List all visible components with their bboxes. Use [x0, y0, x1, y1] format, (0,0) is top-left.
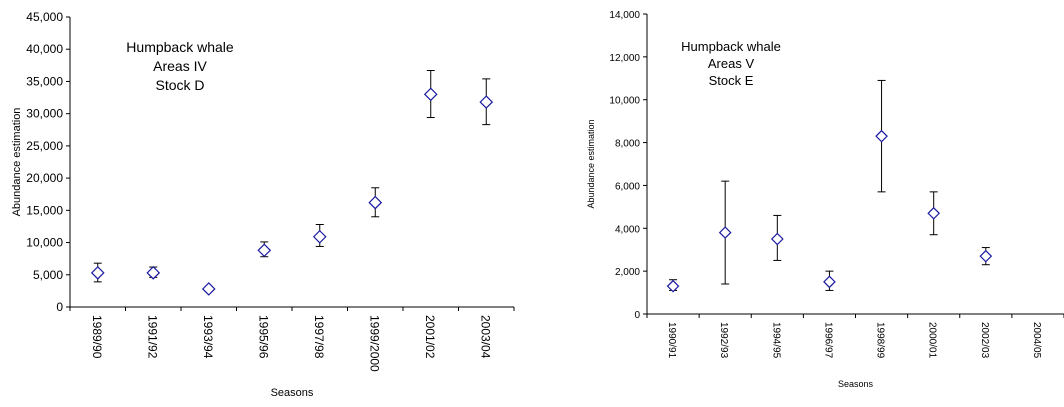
data-point-marker [770, 232, 784, 246]
annotation-line: Humpback whale [126, 39, 234, 55]
y-tick-label: 4,000 [615, 224, 640, 235]
data-point-marker [927, 206, 941, 220]
y-tick-label: 6,000 [615, 181, 640, 192]
annotation-line: Humpback whale [681, 39, 781, 54]
data-point-marker [718, 226, 732, 239]
x-category-label: 2004/05 [1031, 322, 1042, 359]
y-tick-label: 20,000 [26, 171, 63, 185]
data-point-marker [479, 95, 494, 109]
y-tick-label: 8,000 [615, 139, 640, 150]
chart-stock-e: 0 2,000 4,000 6,000 8,000 10,000 12,000 14,000 1… [575, 0, 1064, 402]
x-category-label: 1992/93 [718, 322, 729, 359]
x-category-label: 1989/90 [90, 315, 104, 359]
y-tick-label: 0 [634, 310, 640, 321]
y-tick-label: 45,000 [26, 10, 63, 24]
x-category-label: 2001/02 [423, 315, 437, 359]
y-tick-label: 2,000 [615, 267, 640, 278]
annotation-line: Areas IV [153, 58, 207, 74]
data-point-marker [90, 265, 105, 280]
y-axis-title: Abundance estimation [11, 108, 23, 217]
x-category-label: 1990/91 [666, 322, 677, 359]
x-category-label: 1994/95 [770, 322, 781, 359]
data-point-marker [312, 229, 327, 244]
data-point-marker [201, 282, 216, 296]
y-tick-label: 15,000 [26, 203, 63, 217]
y-tick-label: 30,000 [26, 107, 63, 121]
annotation-line: Areas V [708, 56, 755, 71]
y-tick-label: 40,000 [26, 42, 63, 56]
chart-stock-e-svg: 0 2,000 4,000 6,000 8,000 10,000 12,000 14,000 1… [586, 10, 1064, 389]
data-point-marker [823, 275, 836, 289]
y-tick-label: 0 [56, 300, 63, 314]
x-category-label: 1997/98 [312, 315, 326, 359]
data-point-marker [666, 279, 680, 293]
y-tick-label: 14,000 [609, 10, 640, 21]
x-category-label: 1991/92 [145, 315, 159, 359]
data-point-marker [368, 195, 383, 210]
data-point-marker [979, 249, 993, 263]
x-category-label: 2002/03 [979, 322, 990, 359]
annotation-line: Stock E [709, 73, 754, 88]
y-tick-label: 10,000 [26, 236, 63, 250]
x-axis-title: Seasons [838, 379, 874, 389]
annotation-line: Stock D [155, 77, 204, 93]
x-category-label: 2000/01 [927, 322, 938, 359]
y-tick-label: 25,000 [26, 139, 63, 153]
x-category-label: 1998/99 [875, 322, 886, 359]
x-category-label: 1996/97 [822, 322, 833, 359]
data-point-marker [146, 265, 161, 280]
y-tick-label: 12,000 [609, 53, 640, 64]
chart-stock-d-svg: 0 5,000 10,000 15,000 20,000 25,000 30,000 35,0… [11, 10, 515, 399]
chart-stock-d: 0 5,000 10,000 15,000 20,000 25,000 30,000 35,0… [0, 0, 530, 402]
y-tick-label: 35,000 [26, 74, 63, 88]
x-category-label: 1993/94 [201, 315, 215, 359]
data-point-marker [875, 129, 888, 143]
x-category-label: 1999/2000 [367, 315, 381, 372]
x-category-label: 1995/96 [256, 315, 270, 359]
x-axis-title: Seasons [271, 387, 314, 399]
x-category-label: 2003/04 [478, 315, 492, 359]
y-axis-title: Abundance estimation [586, 119, 596, 208]
y-tick-label: 5,000 [33, 268, 63, 282]
y-tick-label: 10,000 [609, 96, 640, 107]
data-point-marker [423, 87, 438, 102]
data-point-marker [257, 243, 272, 258]
